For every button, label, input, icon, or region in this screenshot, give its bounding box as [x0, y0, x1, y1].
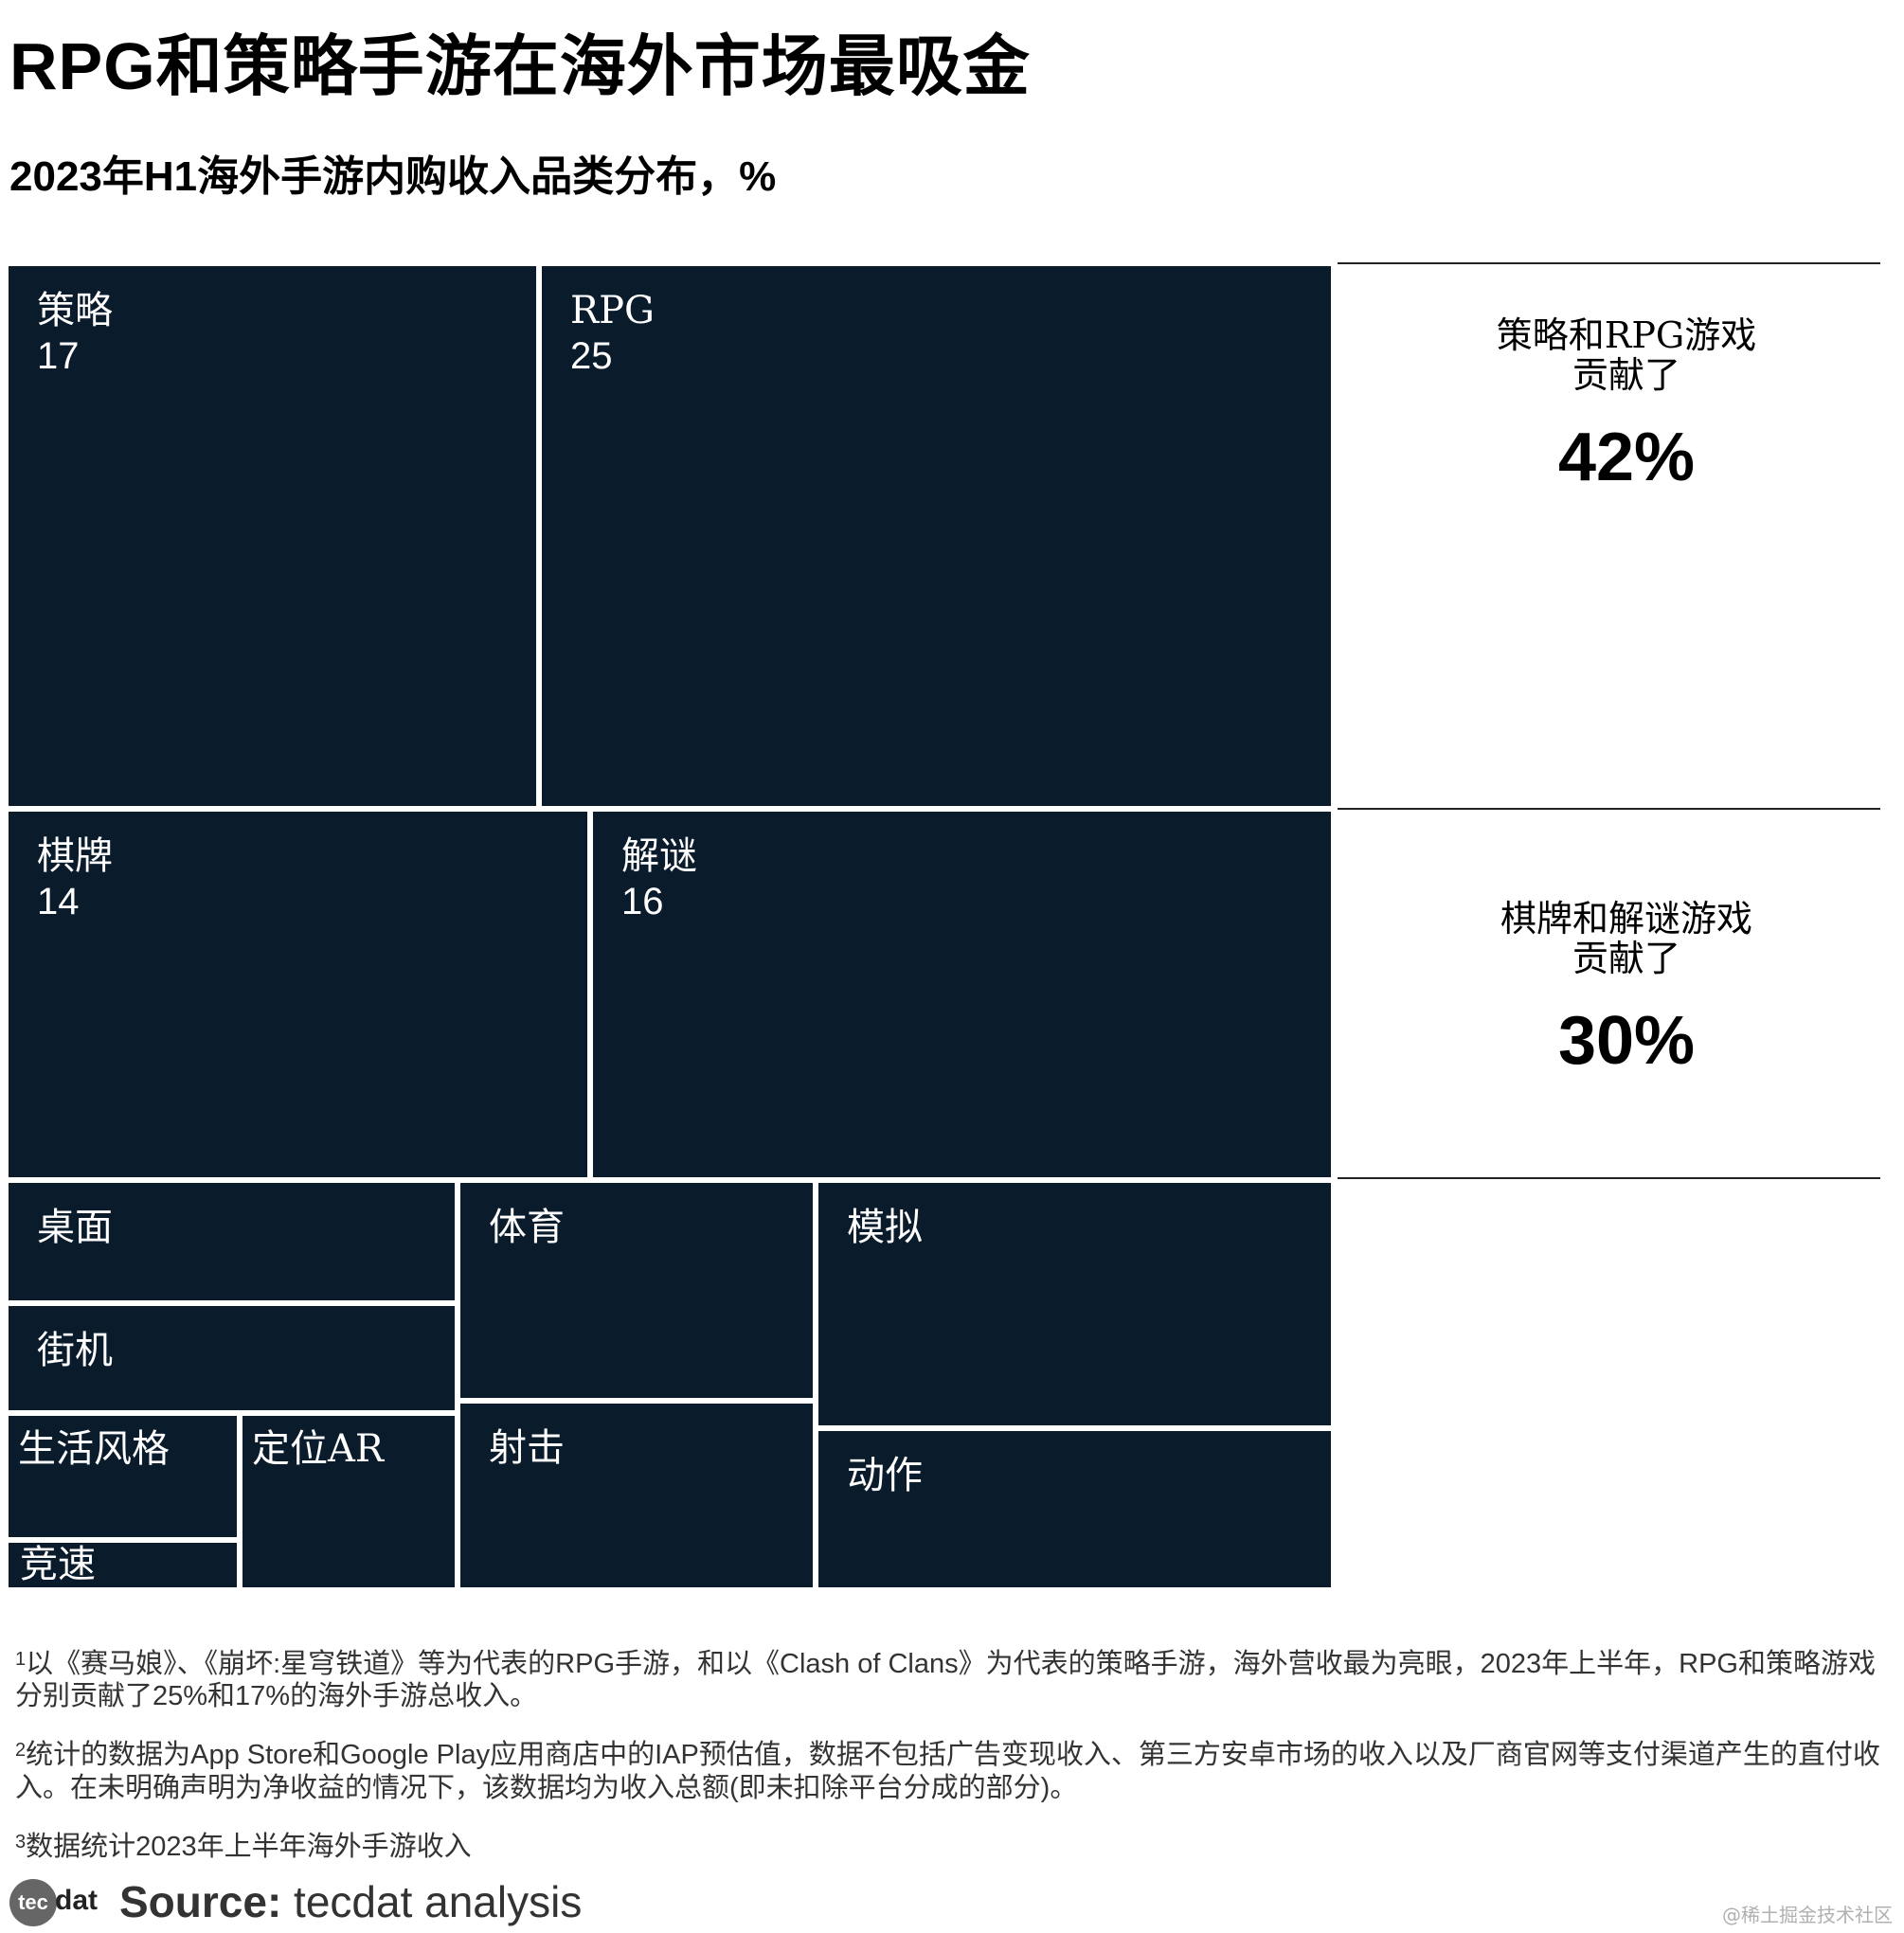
tile-label: 射击: [489, 1426, 565, 1470]
callout-line2: 贡献了: [1572, 937, 1680, 979]
tile-label: 街机: [37, 1329, 113, 1372]
divider-middle: [1338, 808, 1880, 810]
callout-line2: 贡献了: [1572, 353, 1680, 396]
chart-title: RPG和策略手游在海外市场最吸金: [9, 29, 1031, 103]
treemap-tile: 生活风格: [6, 1413, 240, 1540]
treemap-tile: RPG 25: [539, 263, 1334, 809]
callout-value: 30%: [1557, 1002, 1696, 1079]
logo-circle: tec: [9, 1879, 57, 1926]
treemap-tile: 解谜 16: [590, 809, 1334, 1180]
source-value: tecdat analysis: [281, 1877, 583, 1926]
callout-value: 42%: [1557, 419, 1696, 495]
tile-label: 体育: [489, 1206, 565, 1249]
footnote-2: 2统计的数据为App Store和Google Play应用商店中的IAP预估值…: [15, 1739, 1891, 1803]
tile-label: 模拟: [847, 1206, 923, 1249]
tile-label: 动作: [847, 1454, 923, 1497]
treemap-tile: 棋牌 14: [6, 809, 590, 1180]
treemap-tile: 竞速: [6, 1540, 240, 1590]
treemap-tile: 街机: [6, 1303, 458, 1413]
footnote-3: 3数据统计2023年上半年海外手游收入: [15, 1831, 1891, 1863]
treemap-tile: 桌面: [6, 1180, 458, 1303]
treemap-tile: 模拟: [816, 1180, 1334, 1428]
tile-label: 棋牌 14: [37, 834, 113, 922]
tile-value: 14: [37, 881, 80, 922]
tile-label: 生活风格: [18, 1427, 170, 1471]
footnote-mark: 3: [15, 1831, 27, 1852]
tile-value: 16: [621, 881, 664, 922]
treemap-tile: 动作: [816, 1428, 1334, 1590]
callout-line1: 策略和RPG游戏: [1496, 314, 1757, 356]
callout-strategy-rpg: 策略和RPG游戏 贡献了 42%: [1338, 314, 1904, 495]
tile-label: 竞速: [20, 1543, 96, 1586]
treemap-tile: 定位AR: [240, 1413, 458, 1590]
callout-line1: 棋牌和解谜游戏: [1500, 898, 1752, 940]
treemap-tile: 体育: [458, 1180, 816, 1401]
footnote-text: 统计的数据为App Store和Google Play应用商店中的IAP预估值，…: [15, 1740, 1880, 1803]
footnote-mark: 2: [15, 1740, 27, 1762]
tile-label: 定位AR: [252, 1427, 385, 1471]
footnote-text: 以《赛马娘》、《崩坏:星穹铁道》等为代表的RPG手游，和以《Clash of C…: [15, 1649, 1876, 1712]
watermark: @稀土掘金技术社区: [1722, 1904, 1893, 1926]
callout-chess-puzzle: 棋牌和解谜游戏 贡献了 30%: [1338, 898, 1904, 1079]
footnote-text: 数据统计2023年上半年海外手游收入: [26, 1831, 472, 1862]
tile-label: RPG 25: [570, 289, 655, 377]
logo-text: dat: [55, 1885, 98, 1916]
tile-label: 策略 17: [37, 289, 113, 377]
source-text: Source: tecdat analysis: [119, 1876, 582, 1927]
tile-label: 桌面: [37, 1206, 113, 1249]
treemap-tile: 射击: [458, 1401, 816, 1590]
treemap: 策略 17 RPG 25 棋牌 14 解谜 16 桌面街机生活风格竞速 定位AR 体育射击 模拟动作: [6, 263, 1334, 1590]
tile-value: 17: [37, 335, 80, 377]
divider-top: [1338, 262, 1880, 264]
footnotes: 1以《赛马娘》、《崩坏:星穹铁道》等为代表的RPG手游，和以《Clash of …: [15, 1648, 1891, 1889]
divider-bottom: [1338, 1177, 1880, 1179]
treemap-tile: 策略 17: [6, 263, 539, 809]
chart-subtitle: 2023年H1海外手游内购收入品类分布，%: [9, 153, 777, 200]
source-label: Source:: [119, 1877, 282, 1926]
footnote-mark: 1: [15, 1649, 27, 1670]
footnote-1: 1以《赛马娘》、《崩坏:星穹铁道》等为代表的RPG手游，和以《Clash of …: [15, 1648, 1891, 1712]
tile-label: 解谜 16: [621, 834, 697, 922]
tecdat-logo: tec dat: [9, 1875, 114, 1928]
source-line: tec dat Source: tecdat analysis: [9, 1873, 582, 1930]
tile-value: 25: [570, 335, 613, 377]
